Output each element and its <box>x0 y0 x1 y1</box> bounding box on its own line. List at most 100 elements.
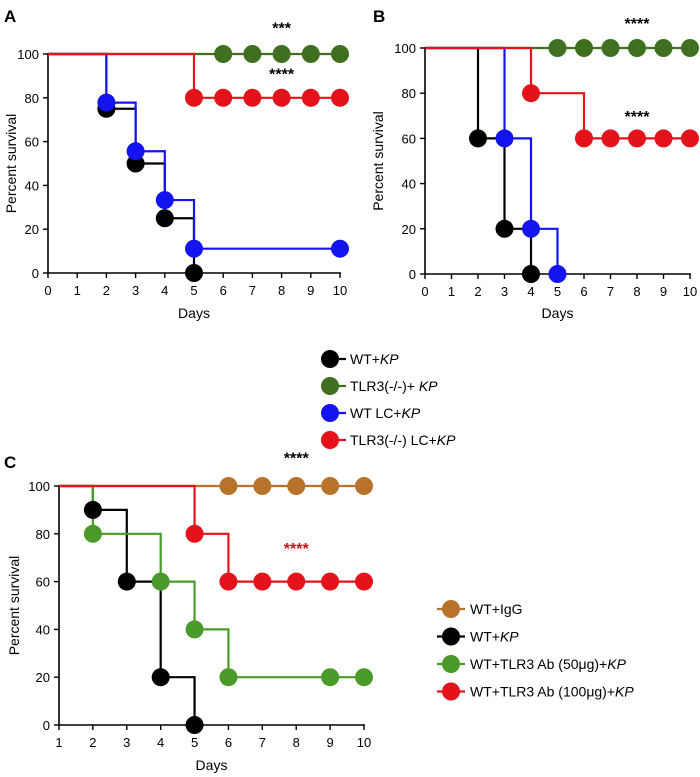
legend-label: WT+TLR3 Ab (100μg)+KP <box>470 684 634 700</box>
survival-curve-1 <box>48 52 196 273</box>
legend-label-text: TLR3(-/-) LC+ <box>350 432 437 448</box>
y-tick-label: 80 <box>402 86 416 101</box>
x-tick-label: 2 <box>103 283 110 298</box>
x-tick-label: 1 <box>448 284 455 299</box>
y-tick-label: 100 <box>28 479 50 494</box>
panel-letter-b: B <box>373 7 385 26</box>
legend-label-text: WT+TLR3 Ab (100μg)+ <box>470 684 615 700</box>
data-point <box>185 716 204 734</box>
x-tick-label: 1 <box>74 283 81 298</box>
y-tick-label: 60 <box>36 575 50 590</box>
data-point <box>601 39 620 57</box>
x-axis-label: Days <box>196 757 228 773</box>
data-point <box>185 620 204 639</box>
legend-label-italic: KP <box>401 405 420 421</box>
legend-marker <box>321 377 339 395</box>
legend-label-italic: KP <box>615 684 634 700</box>
x-axis-label: Days <box>542 305 574 321</box>
survival-curve-4 <box>59 484 364 583</box>
y-tick-label: 100 <box>17 47 39 62</box>
legend-label: TLR3(-/-)+ KP <box>350 378 438 394</box>
data-point <box>301 45 320 63</box>
survival-curve-3 <box>48 52 340 250</box>
x-tick-label: 10 <box>333 283 347 298</box>
data-point <box>151 572 170 591</box>
legend-marker <box>442 655 460 673</box>
x-tick-label: 9 <box>307 283 314 298</box>
x-tick-label: 7 <box>259 735 266 750</box>
data-point <box>272 88 291 107</box>
data-point <box>331 45 349 63</box>
data-point <box>331 88 349 107</box>
significance-marker: **** <box>625 16 651 33</box>
x-tick-label: 3 <box>501 284 508 299</box>
y-tick-label: 60 <box>402 131 416 146</box>
data-point <box>628 39 646 57</box>
significance-marker: **** <box>284 541 310 558</box>
x-tick-label: 5 <box>190 283 197 298</box>
data-point <box>243 45 262 63</box>
y-axis-label: Percent survival <box>6 556 22 656</box>
data-point <box>253 572 272 591</box>
data-point <box>628 129 646 148</box>
data-point <box>522 84 540 103</box>
legend-item: WT+KP <box>437 627 519 646</box>
data-point <box>355 668 373 687</box>
legend-label: WT+KP <box>350 351 399 367</box>
data-point <box>219 572 238 591</box>
x-tick-label: 4 <box>157 735 164 750</box>
data-point <box>321 572 340 591</box>
x-tick-label: 10 <box>357 735 371 750</box>
legend-marker <box>442 627 460 646</box>
data-point <box>185 239 203 258</box>
data-point <box>301 88 320 107</box>
legend-label-italic: KP <box>607 656 626 672</box>
data-point <box>522 265 540 283</box>
data-point <box>522 219 540 238</box>
panel-letter-c: C <box>4 453 16 472</box>
y-tick-label: 80 <box>25 91 39 106</box>
data-point <box>601 129 620 148</box>
data-point <box>219 477 238 495</box>
legend-label: WT+TLR3 Ab (50μg)+KP <box>470 656 627 672</box>
data-point <box>185 524 204 543</box>
y-tick-label: 40 <box>36 622 50 637</box>
data-point <box>495 129 514 148</box>
x-tick-label: 9 <box>326 735 333 750</box>
legend-label-text: TLR3(-/-)+ <box>350 378 419 394</box>
y-tick-label: 80 <box>36 527 50 542</box>
y-tick-label: 100 <box>394 41 416 56</box>
survival-curve-4 <box>425 46 690 140</box>
data-point <box>83 524 102 543</box>
data-point <box>117 572 136 591</box>
y-tick-label: 0 <box>409 267 416 282</box>
y-tick-label: 20 <box>25 222 39 237</box>
legend-label-italic: KP <box>437 432 456 448</box>
survival-curve-1 <box>425 46 533 274</box>
legend-marker <box>321 404 339 422</box>
data-point <box>151 668 170 687</box>
x-tick-label: 4 <box>161 283 168 298</box>
legend-item: TLR3(-/-)+ KP <box>321 377 438 395</box>
legend-label: WT+KP <box>470 629 519 645</box>
x-tick-label: 8 <box>293 735 300 750</box>
data-point <box>287 477 306 495</box>
y-tick-label: 0 <box>32 266 39 281</box>
data-point <box>155 191 174 210</box>
data-point <box>469 129 487 148</box>
significance-marker: **** <box>625 109 651 126</box>
x-tick-label: 3 <box>123 735 130 750</box>
x-tick-label: 6 <box>220 283 227 298</box>
legend-item: WT+KP <box>321 350 399 368</box>
data-point <box>575 39 593 57</box>
data-point <box>214 88 233 107</box>
data-point <box>243 88 262 107</box>
y-tick-label: 20 <box>402 222 416 237</box>
